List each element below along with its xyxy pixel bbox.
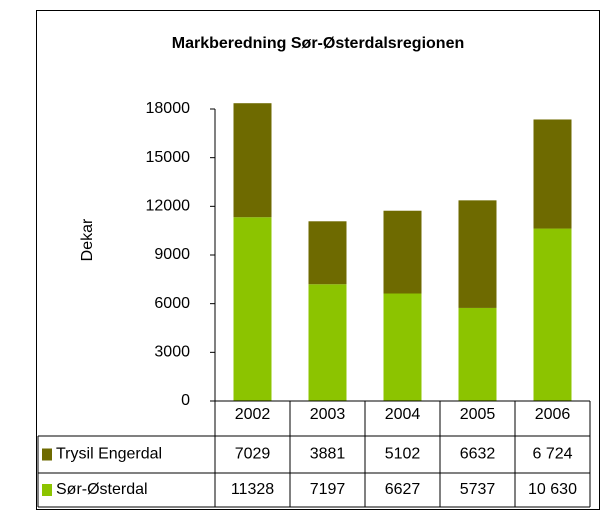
table-value: 6 724 xyxy=(532,446,572,463)
bar-segment xyxy=(308,284,347,401)
legend-label: Sør-Østerdal xyxy=(56,481,148,498)
bar-segment xyxy=(233,103,272,218)
y-tick-label: 9000 xyxy=(154,246,190,263)
bar-segment xyxy=(383,210,422,294)
table-value: 5102 xyxy=(385,446,421,463)
chart-title: Markberedning Sør-Østerdalsregionen xyxy=(172,35,465,52)
table-value: 3881 xyxy=(310,446,346,463)
table-value: 5737 xyxy=(460,481,496,498)
table-value: 6627 xyxy=(385,481,421,498)
bar-segment xyxy=(383,293,422,401)
x-tick-label: 2005 xyxy=(460,406,496,423)
bar-segment xyxy=(533,119,572,229)
table-value: 7197 xyxy=(310,481,346,498)
y-tick-label: 18000 xyxy=(146,100,191,117)
table-value: 10 630 xyxy=(528,481,577,498)
table-value: 6632 xyxy=(460,446,496,463)
table-value: 7029 xyxy=(235,446,271,463)
y-axis-label: Dekar xyxy=(79,218,96,261)
legend-swatch xyxy=(42,448,52,461)
bar-segment xyxy=(458,200,497,308)
y-tick-label: 0 xyxy=(181,392,190,409)
bar-segment xyxy=(308,221,347,285)
y-tick-label: 3000 xyxy=(154,344,190,361)
legend-swatch xyxy=(42,484,52,496)
bar-segment xyxy=(533,228,572,401)
x-tick-label: 2004 xyxy=(385,406,421,423)
y-tick-label: 12000 xyxy=(146,198,191,215)
x-tick-label: 2006 xyxy=(535,406,571,423)
bar-segment xyxy=(233,217,272,401)
y-tick-label: 15000 xyxy=(146,149,191,166)
bar-segment xyxy=(458,307,497,401)
legend-label: Trysil Engerdal xyxy=(56,446,162,463)
table-value: 11328 xyxy=(231,481,274,498)
y-tick-label: 6000 xyxy=(154,295,190,312)
x-tick-label: 2003 xyxy=(310,406,346,423)
x-tick-label: 2002 xyxy=(235,406,271,423)
